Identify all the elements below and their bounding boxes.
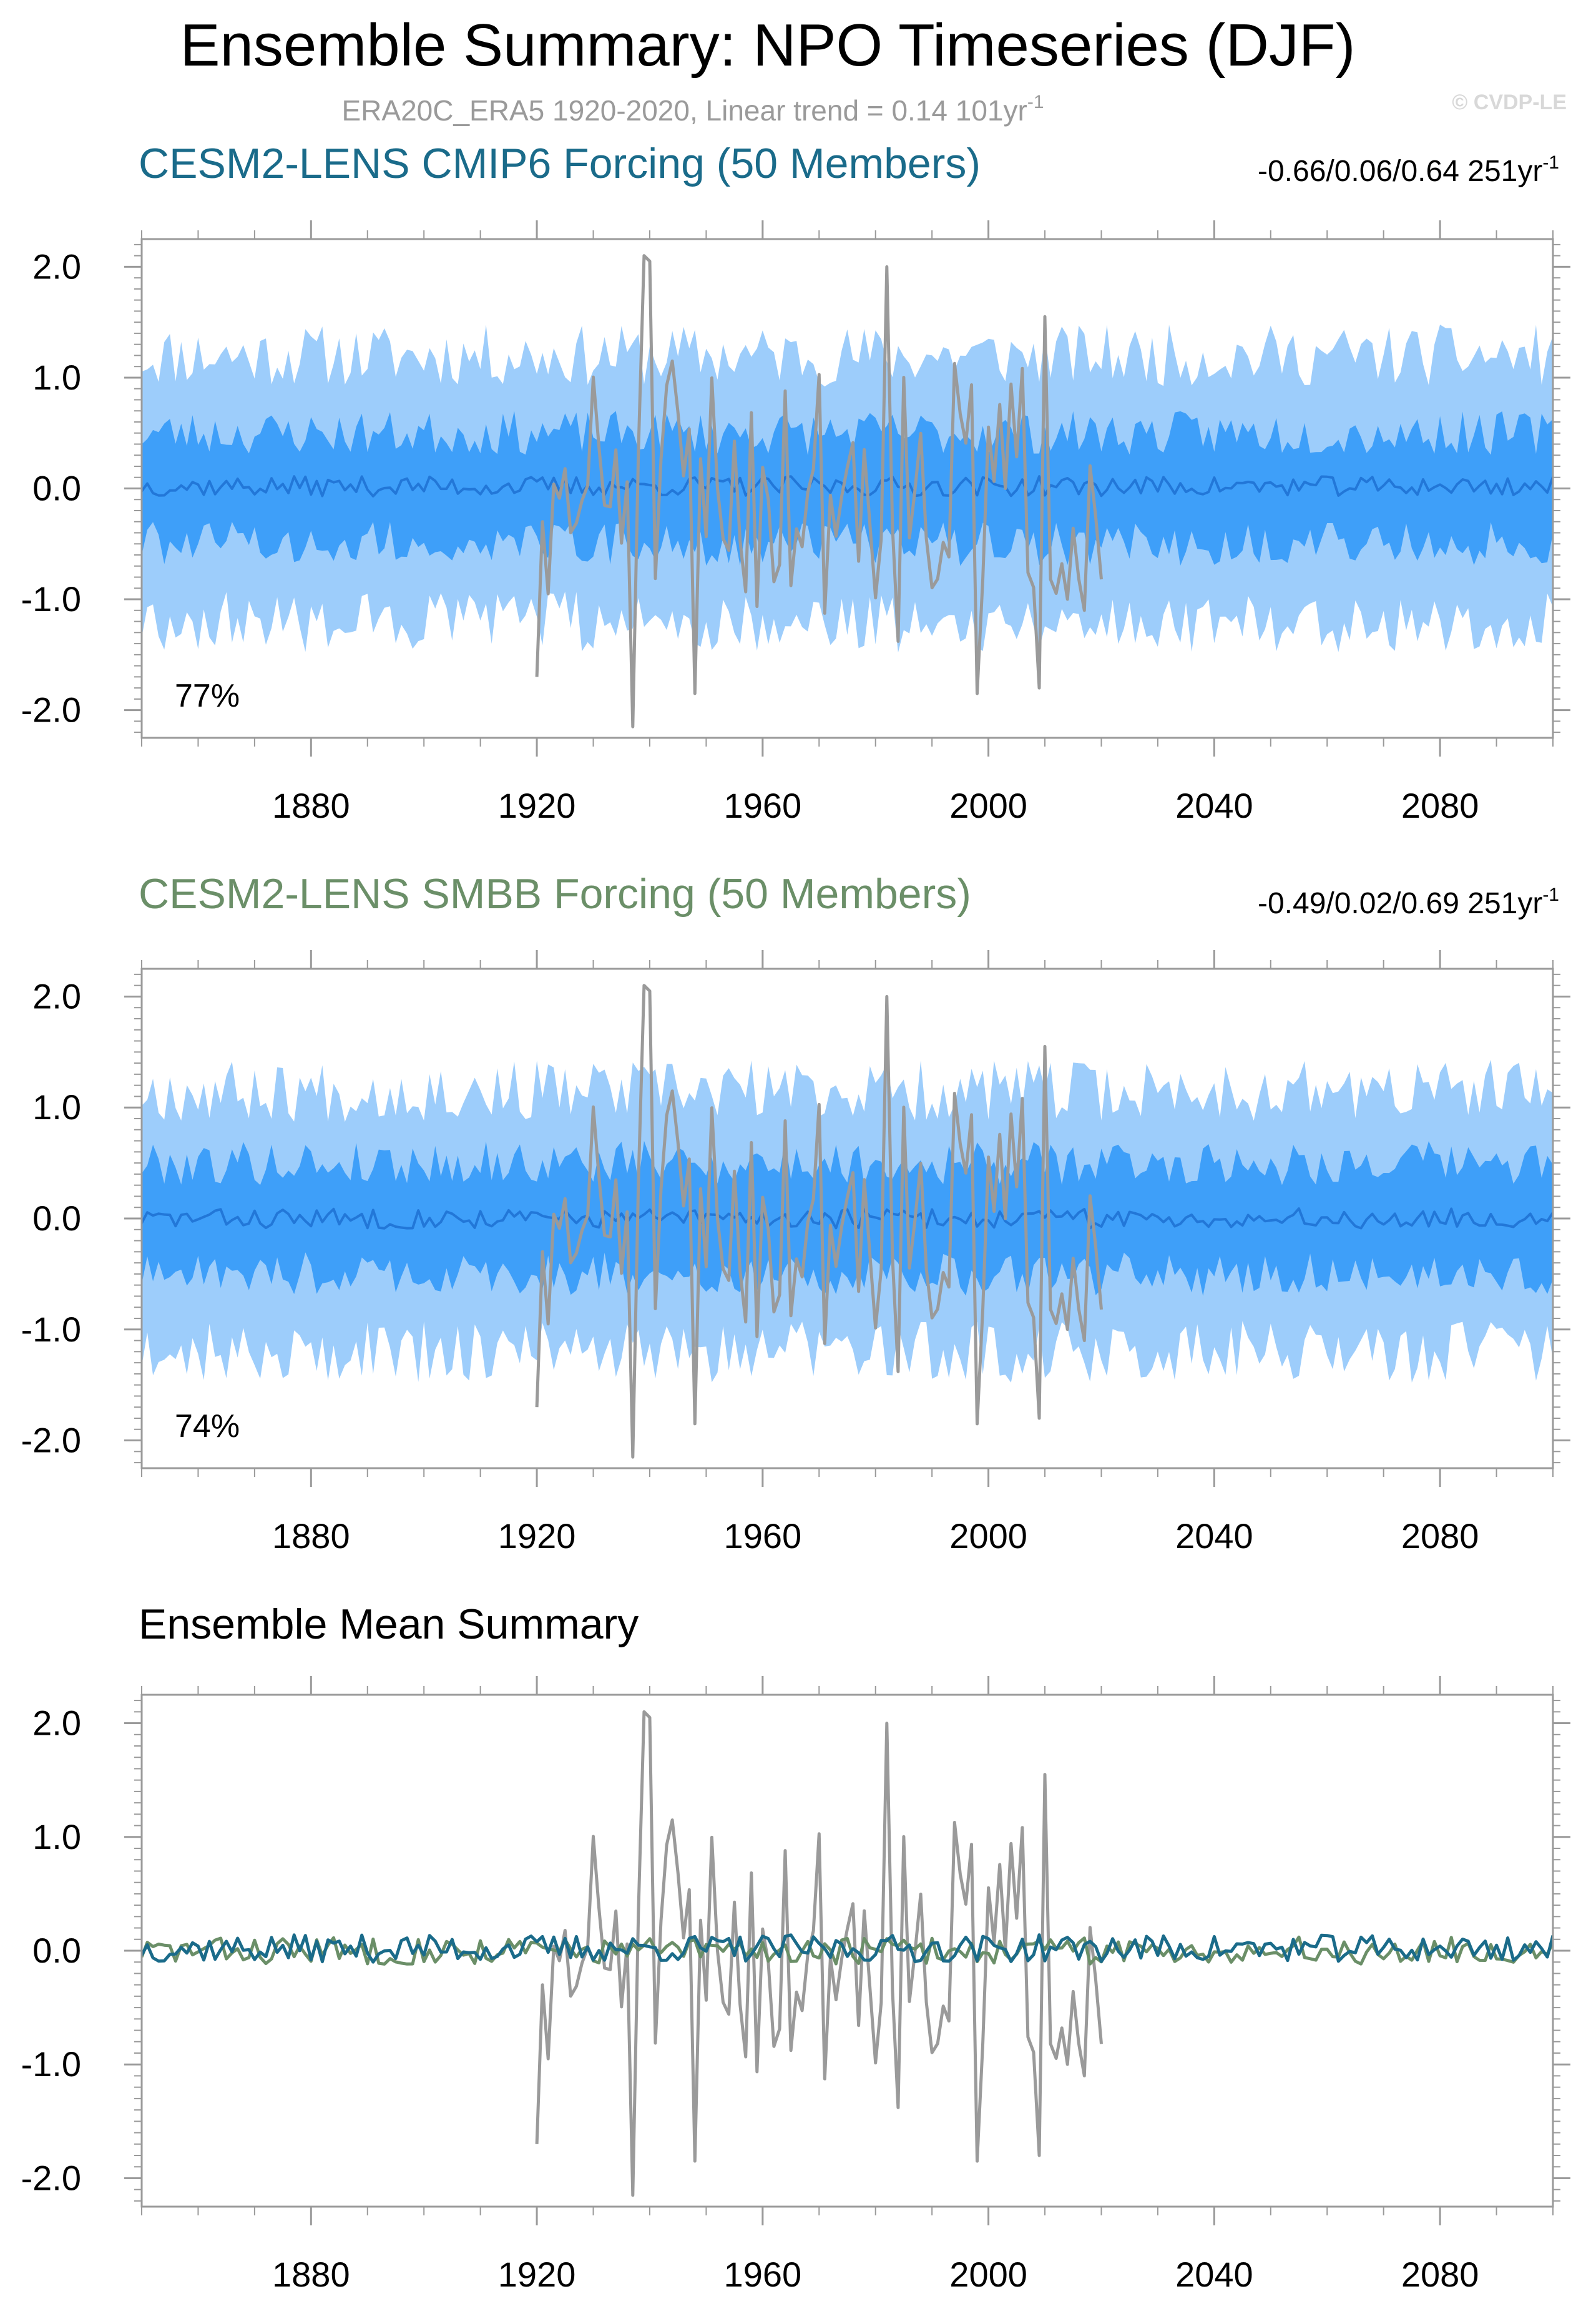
x-tick-label: 1960: [724, 786, 802, 825]
y-tick-label: -1.0: [21, 1310, 82, 1349]
panel-title-smbb: CESM2-LENS SMBB Forcing (50 Members): [139, 870, 971, 918]
figure-title: Ensemble Summary: NPO Timeseries (DJF): [180, 12, 1355, 79]
watermark: © CVDP-LE: [1452, 91, 1567, 114]
figure-subtitle: ERA20C_ERA5 1920-2020, Linear trend = 0.…: [341, 92, 1044, 127]
y-tick-label: -1.0: [21, 579, 82, 619]
x-tick-label: 1880: [272, 2255, 350, 2294]
y-tick-label: 2.0: [32, 1704, 81, 1743]
y-tick-label: 0.0: [32, 1931, 81, 1970]
x-tick-label: 2080: [1401, 786, 1479, 825]
chart-panels: CESM2-LENS CMIP6 Forcing (50 Members) -0.…: [21, 140, 1570, 2294]
x-tick-label: 1920: [498, 1516, 576, 1556]
x-tick-label: 1960: [724, 2255, 802, 2294]
x-tick-label: 1880: [272, 786, 350, 825]
y-tick-label: 0.0: [32, 469, 81, 508]
trend-label-cmip6: -0.66/0.06/0.64 251yr-1: [1258, 152, 1559, 188]
y-tick-label: 1.0: [32, 1817, 81, 1856]
y-tick-label: 1.0: [32, 1087, 81, 1127]
y-tick-label: -2.0: [21, 2158, 82, 2197]
x-tick-label: 2000: [949, 786, 1027, 825]
line-obs-cmip6: [535, 254, 1103, 728]
x-tick-label: 2040: [1175, 786, 1253, 825]
panel-mean: Ensemble Mean Summary 2.0 1.0 0.0 -1.0 -2.0 18…: [21, 1601, 1570, 2294]
plot-area-smbb: [142, 984, 1553, 1459]
x-tick-label: 1920: [498, 786, 576, 825]
panel-cmip6: CESM2-LENS CMIP6 Forcing (50 Members) -0.…: [21, 140, 1570, 825]
x-tick-label: 2040: [1175, 1516, 1253, 1556]
x-tick-label: 2000: [949, 1516, 1027, 1556]
y-tick-label: -2.0: [21, 690, 82, 730]
figure-subtitle-sup: -1: [1027, 92, 1044, 112]
panel-smbb: CESM2-LENS SMBB Forcing (50 Members) -0.4…: [21, 870, 1570, 1556]
y-tick-label: 1.0: [32, 358, 81, 397]
line-ens_mean-smbb: [142, 1207, 1553, 1230]
figure-subtitle-main: ERA20C_ERA5 1920-2020, Linear trend = 0.…: [341, 94, 1027, 127]
y-tick-label: 0.0: [32, 1199, 81, 1238]
percent-label-smbb: 74%: [175, 1408, 240, 1444]
panel-title-mean: Ensemble Mean Summary: [139, 1601, 639, 1648]
percent-label-cmip6: 77%: [175, 678, 240, 714]
x-tick-label: 2080: [1401, 2255, 1479, 2294]
y-tick-label: 2.0: [32, 247, 81, 286]
trend-label-smbb: -0.49/0.02/0.69 251yr-1: [1258, 885, 1559, 920]
x-tick-label: 1880: [272, 1516, 350, 1556]
y-tick-label: 2.0: [32, 976, 81, 1016]
plot-area-cmip6: [142, 254, 1553, 728]
line-ens_mean-cmip6: [142, 475, 1553, 498]
line-cmip6-mean: [142, 1933, 1553, 1964]
x-tick-label: 2000: [949, 2255, 1027, 2294]
y-tick-label: -1.0: [21, 2044, 82, 2084]
x-tick-label: 2080: [1401, 1516, 1479, 1556]
y-tick-label: -2.0: [21, 1421, 82, 1460]
band-inner-smbb: [142, 1140, 1553, 1296]
line-obs-smbb: [535, 984, 1103, 1459]
line-obs-mean: [535, 1710, 1103, 2197]
x-tick-label: 1920: [498, 2255, 576, 2294]
band-inner-cmip6: [142, 411, 1553, 566]
x-tick-label: 1960: [724, 1516, 802, 1556]
x-tick-label: 2040: [1175, 2255, 1253, 2294]
panel-title-cmip6: CESM2-LENS CMIP6 Forcing (50 Members): [139, 140, 981, 187]
plot-area-mean: [142, 1710, 1553, 2197]
